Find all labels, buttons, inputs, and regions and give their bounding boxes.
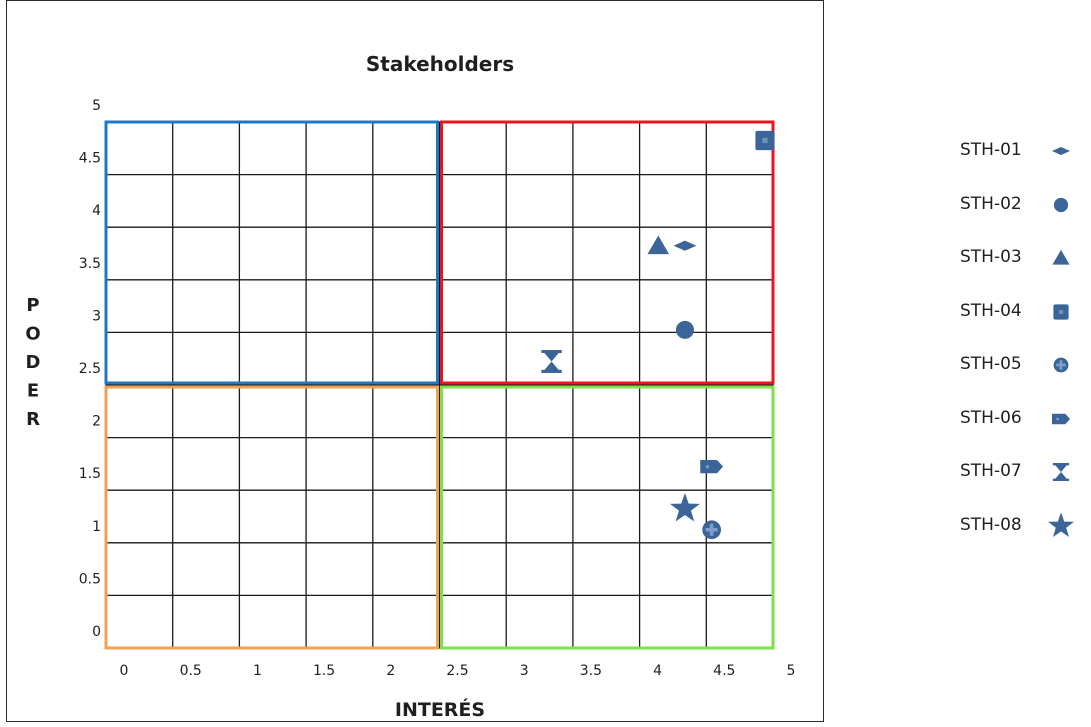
y-tick-label: 0	[92, 624, 101, 640]
y-tick-label: 1	[92, 519, 101, 535]
circle-icon	[1053, 197, 1069, 212]
x-axis-label: INTERÉS	[395, 698, 485, 721]
x-axis-ticks: 0 0.5 1 1.5 2 2.5 3 3.5 4 4.5 5	[120, 663, 796, 679]
y-tick-label: 0.5	[79, 571, 101, 587]
y-axis-label-letter: E	[27, 381, 39, 402]
chart-frame: Stakeholders 0 0.5 1 1.5 2 2.5 3 3.5 4 4.5 5 0 0.5 1…	[6, 0, 824, 722]
quadrant-box-3	[104, 385, 439, 650]
point-sth-02	[675, 320, 694, 339]
point-sth-04	[755, 130, 775, 151]
triangle-icon	[1052, 249, 1070, 265]
x-tick-label: 0.5	[180, 663, 202, 679]
legend-label: STH-01	[960, 140, 1022, 160]
legend-item: STH-03	[960, 242, 1074, 272]
legend-marker	[1051, 147, 1071, 155]
data-points	[541, 130, 775, 540]
y-tick-label: 4.5	[79, 151, 101, 167]
quadrants	[104, 120, 775, 650]
x-tick-label: 3.5	[580, 663, 602, 679]
y-tick-label: 3	[92, 308, 101, 324]
chart-title: Stakeholders	[366, 52, 514, 76]
x-tick-label: 4	[653, 663, 662, 679]
y-axis-label-letter: R	[26, 409, 40, 430]
point-sth-08	[669, 492, 700, 522]
y-tick-label: 4	[92, 203, 101, 219]
quadrant-box-1	[104, 120, 439, 385]
x-tick-label: 1	[253, 663, 262, 679]
x-tick-label: 2	[386, 663, 395, 679]
tag-icon	[1051, 413, 1071, 424]
star-icon	[1048, 511, 1074, 537]
y-tick-label: 5	[92, 98, 101, 114]
legend-item: STH-07	[960, 456, 1074, 486]
quadrant-box-2	[440, 120, 775, 385]
x-tick-label: 1.5	[313, 663, 335, 679]
legend-label: STH-02	[960, 193, 1022, 214]
legend-label: STH-06	[960, 407, 1022, 428]
legend-marker	[1052, 249, 1070, 265]
legend-label: STH-07	[960, 461, 1022, 481]
legend-marker	[1051, 413, 1071, 424]
quadrant-box-4	[440, 385, 775, 650]
legend-item: STH-05	[960, 349, 1074, 379]
point-sth-07	[541, 350, 562, 373]
legend-marker	[1048, 511, 1074, 537]
stakeholder-chart: Stakeholders 0 0.5 1 1.5 2 2.5 3 3.5 4 4.5 5 0 0.5 1…	[25, 52, 796, 721]
legend-item: STH-06	[960, 403, 1074, 433]
cross-circle-icon	[1053, 357, 1069, 373]
x-tick-label: 2.5	[446, 663, 468, 679]
x-tick-label: 3	[520, 663, 529, 679]
y-axis-ticks: 0 0.5 1 1.5 2 2.5 3 3.5 4 4.5 5	[79, 98, 101, 640]
legend-marker	[1053, 357, 1069, 373]
y-tick-label: 1.5	[79, 466, 101, 482]
legend-label: STH-04	[960, 300, 1022, 321]
y-tick-label: 2	[92, 414, 101, 430]
square-icon	[1053, 303, 1069, 320]
x-tick-label: 5	[787, 663, 796, 679]
legend: STH-01 STH-02 STH-03 STH-04 STH-05 STH-06 STH-…	[960, 138, 1090, 558]
point-sth-01	[673, 240, 697, 251]
legend-label: STH-05	[960, 354, 1022, 374]
x-tick-label: 4.5	[713, 663, 735, 679]
legend-marker	[1053, 303, 1069, 320]
legend-marker	[1053, 197, 1069, 212]
hourglass-icon	[1052, 462, 1070, 482]
point-sth-03	[647, 235, 670, 255]
y-axis-label-letter: O	[25, 324, 40, 345]
y-tick-label: 2.5	[79, 361, 101, 377]
y-axis-label-letter: D	[26, 352, 41, 373]
y-tick-label: 3.5	[79, 256, 101, 272]
legend-item: STH-08	[960, 510, 1074, 540]
point-sth-06	[700, 460, 724, 474]
y-axis-label-letter: P	[26, 295, 39, 316]
legend-label: STH-08	[960, 514, 1022, 535]
legend-marker	[1052, 462, 1070, 482]
point-sth-05	[702, 520, 721, 540]
diamond-icon	[1051, 147, 1071, 155]
legend-item: STH-02	[960, 189, 1074, 219]
x-tick-label: 0	[120, 663, 129, 679]
legend-label: STH-03	[960, 247, 1022, 267]
legend-item: STH-01	[960, 135, 1074, 165]
legend-item: STH-04	[960, 296, 1074, 326]
grid	[105, 121, 774, 649]
